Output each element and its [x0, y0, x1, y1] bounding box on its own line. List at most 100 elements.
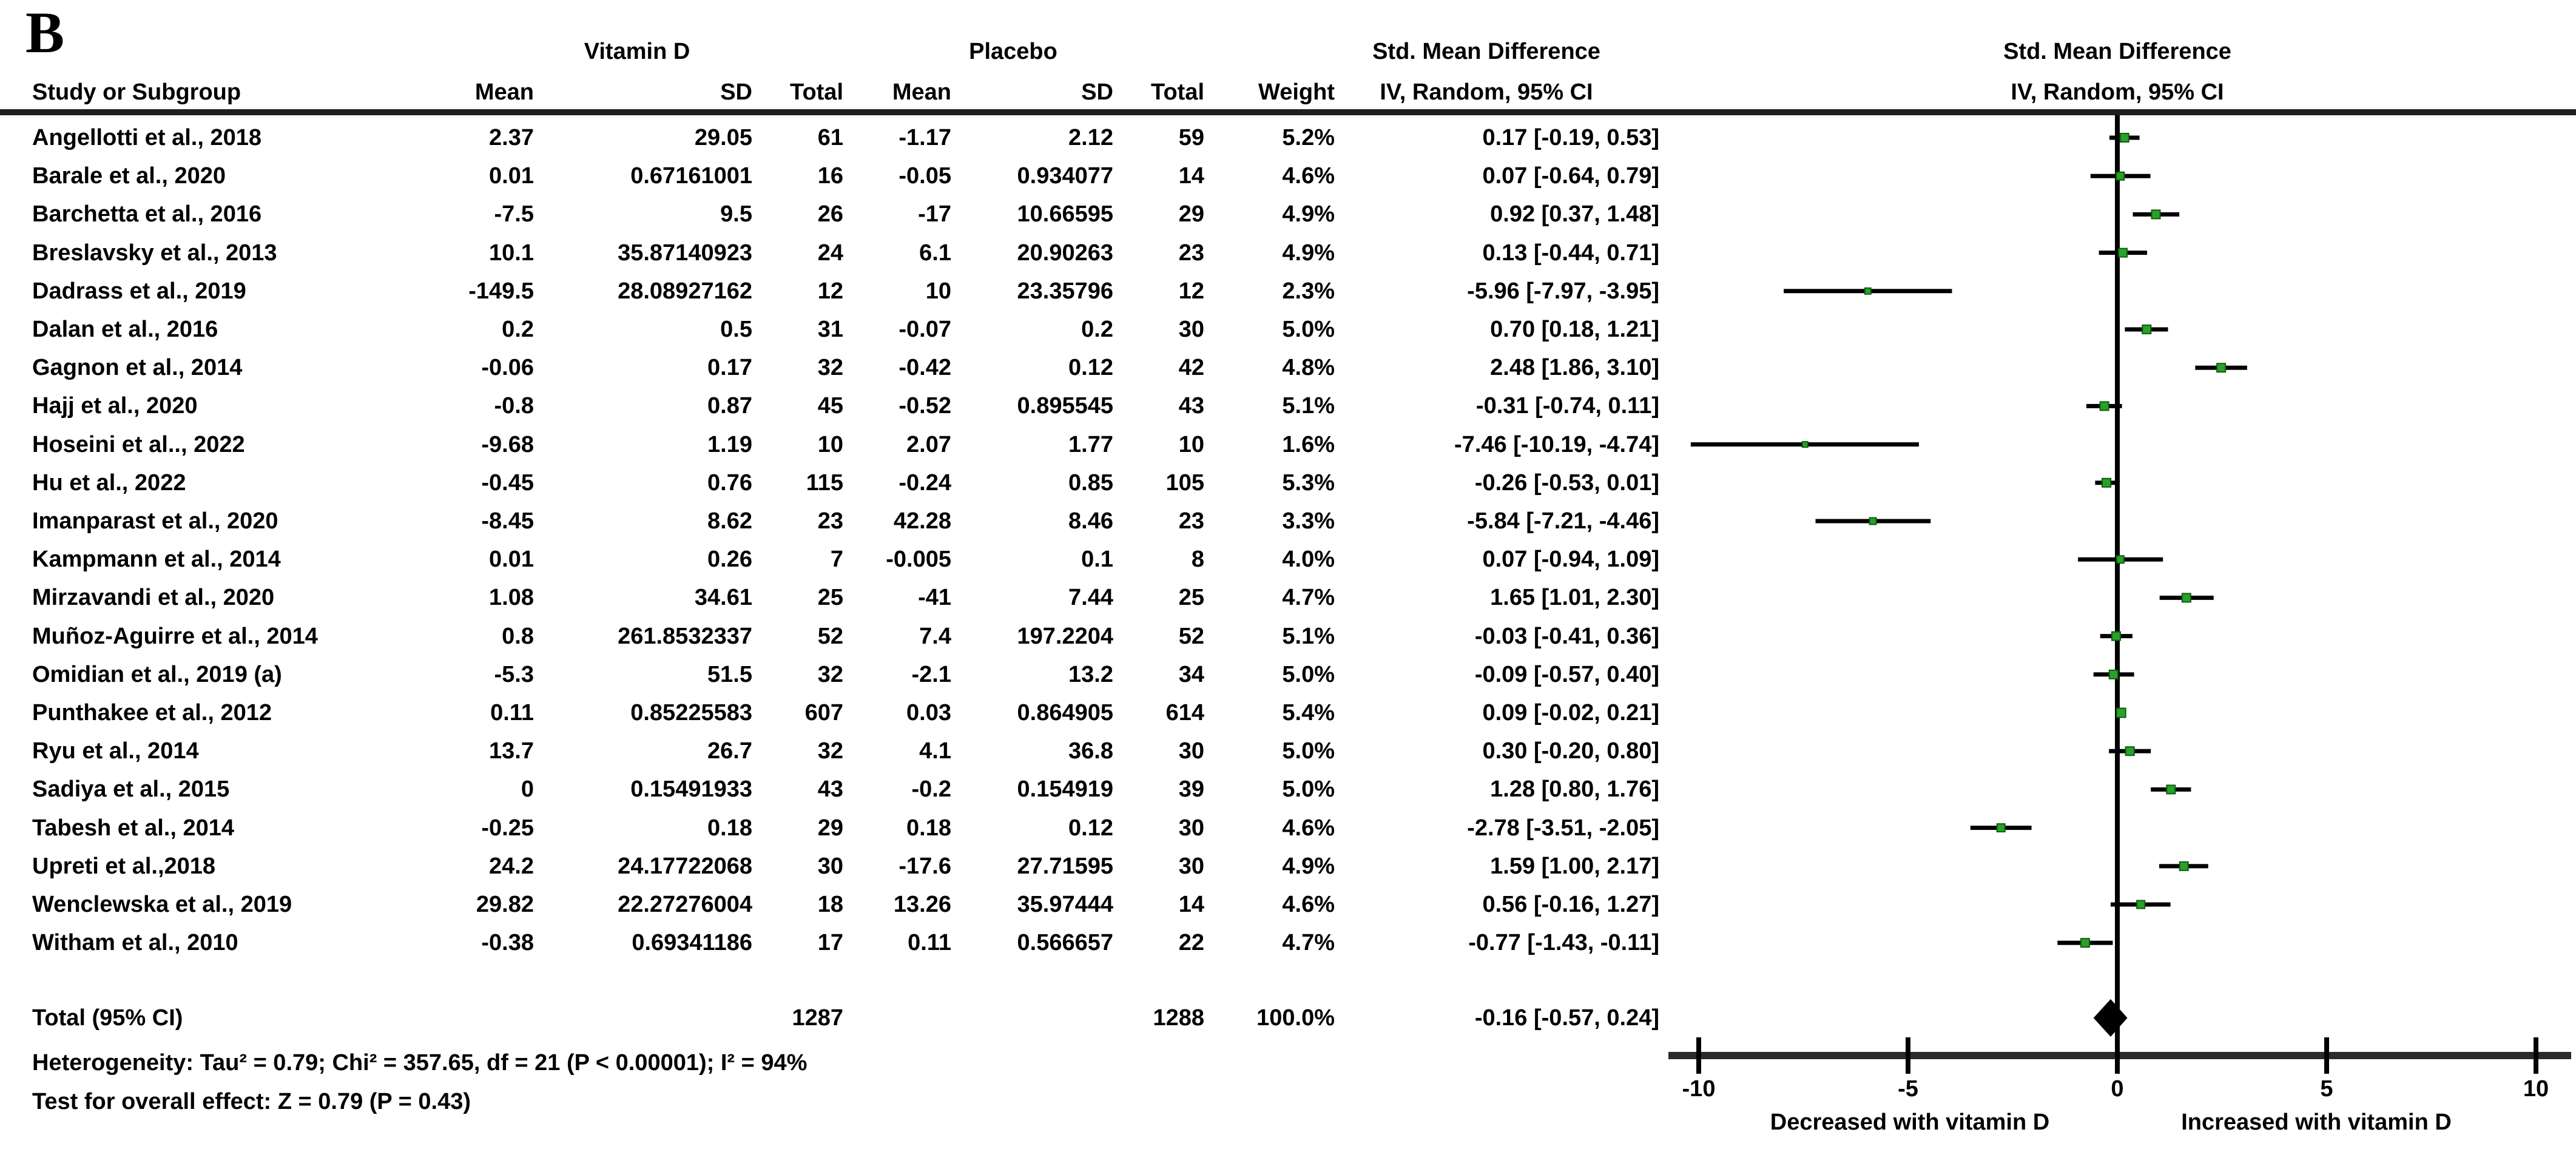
weight-cell: 5.3%: [1282, 470, 1335, 496]
axis-tick: [2115, 1037, 2120, 1074]
effect-square: [2119, 133, 2129, 143]
vd-sd-cell: 29.05: [694, 125, 752, 150]
pl-mean-cell: 6.1: [919, 240, 951, 266]
ci-text-cell: 0.70 [0.18, 1.21]: [1490, 317, 1659, 342]
weight-cell: 5.2%: [1282, 125, 1335, 150]
pl-total-cell: 30: [1178, 815, 1204, 841]
vd-mean-cell: 29.82: [476, 892, 534, 917]
vd-total-cell: 52: [817, 623, 843, 649]
group-header-smd-right: Std. Mean Difference: [2003, 39, 2231, 64]
pl-total-cell: 12: [1178, 278, 1204, 304]
study-name: Muñoz-Aguirre et al., 2014: [32, 623, 318, 649]
vd-sd-cell: 0.18: [707, 815, 752, 841]
vd-total-cell: 43: [817, 776, 843, 803]
pl-sd-cell: 0.934077: [1017, 163, 1114, 189]
pl-total-cell: 59: [1178, 125, 1204, 150]
vd-sd-cell: 0.17: [707, 355, 752, 381]
axis-tick-label: -10: [1682, 1076, 1716, 1102]
study-name: Kampmann et al., 2014: [32, 547, 281, 573]
vd-total-cell: 29: [817, 815, 843, 841]
pl-sd-cell: 10.66595: [1017, 201, 1114, 227]
vd-sd-cell: 0.76: [707, 470, 752, 496]
vd-mean-cell: 0.01: [489, 547, 534, 573]
vd-sd-cell: 0.26: [707, 547, 752, 573]
effect-square: [2151, 209, 2161, 220]
vd-total-cell: 115: [806, 470, 843, 496]
axis-label-decreased: Decreased with vitamin D: [1770, 1110, 2050, 1135]
effect-square: [1864, 287, 1872, 295]
study-name: Dalan et al., 2016: [32, 317, 218, 342]
weight-cell: 4.7%: [1282, 585, 1335, 611]
effect-square: [1801, 441, 1809, 448]
pl-total-cell: 14: [1178, 163, 1204, 189]
vd-mean-cell: -0.45: [481, 470, 534, 496]
vd-sd-cell: 24.17722068: [618, 853, 752, 879]
weight-cell: 5.0%: [1282, 776, 1335, 803]
pl-total-cell: 52: [1178, 623, 1204, 649]
effect-square: [2080, 938, 2090, 948]
vd-mean-cell: -0.38: [481, 930, 534, 956]
effect-square: [2136, 900, 2146, 909]
axis-label-increased: Increased with vitamin D: [2181, 1110, 2452, 1135]
pl-mean-cell: 2.07: [906, 431, 951, 457]
pl-mean-cell: -17: [918, 201, 951, 227]
pl-sd-cell: 7.44: [1068, 585, 1113, 611]
vd-mean-cell: 0.8: [502, 623, 534, 649]
weight-cell: 4.6%: [1282, 163, 1335, 189]
col-header-pl-sd: SD: [1081, 79, 1113, 105]
vd-mean-cell: 0.11: [490, 700, 534, 726]
group-header-smd-left: Std. Mean Difference: [1372, 39, 1600, 64]
vd-sd-cell: 0.15491933: [630, 776, 752, 803]
pl-total-cell: 14: [1178, 892, 1204, 917]
vd-total-cell: 16: [817, 163, 843, 189]
col-header-iv-left: IV, Random, 95% CI: [1380, 79, 1593, 105]
effect-square: [2116, 707, 2126, 718]
overall-effect-text: Test for overall effect: Z = 0.79 (P = 0…: [32, 1089, 471, 1114]
vd-mean-cell: -8.45: [481, 508, 534, 534]
vd-sd-cell: 51.5: [707, 661, 752, 687]
vd-sd-cell: 28.08927162: [618, 278, 752, 304]
effect-square: [2102, 477, 2112, 488]
panel-label: B: [25, 0, 65, 65]
vd-total-cell: 30: [817, 853, 843, 879]
pl-sd-cell: 0.1: [1081, 547, 1113, 573]
pl-mean-cell: 13.26: [893, 892, 951, 917]
pl-sd-cell: 0.12: [1068, 355, 1113, 381]
overall-diamond: [2093, 999, 2128, 1037]
vd-total-cell: 17: [817, 930, 843, 956]
pl-sd-cell: 8.46: [1068, 508, 1113, 534]
col-header-iv-right: IV, Random, 95% CI: [2011, 79, 2224, 105]
effect-square: [2111, 631, 2121, 641]
ci-text-cell: 1.65 [1.01, 2.30]: [1490, 585, 1659, 611]
vd-sd-cell: 9.5: [720, 201, 752, 227]
vd-mean-cell: 0.01: [489, 163, 534, 189]
ci-text-cell: 0.56 [-0.16, 1.27]: [1482, 892, 1659, 917]
study-name: Imanparast et al., 2020: [32, 508, 278, 534]
vd-mean-cell: -5.3: [494, 661, 534, 687]
ci-text-cell: 0.30 [-0.20, 0.80]: [1482, 738, 1659, 764]
pl-total-cell: 22: [1178, 930, 1204, 956]
vd-sd-cell: 1.19: [707, 431, 752, 457]
pl-total-cell: 42: [1178, 355, 1204, 381]
heterogeneity-text: Heterogeneity: Tau² = 0.79; Chi² = 357.6…: [32, 1050, 808, 1076]
pl-total-cell: 25: [1178, 585, 1204, 611]
axis-tick-label: 10: [2523, 1076, 2549, 1102]
ci-text-cell: -5.84 [-7.21, -4.46]: [1467, 508, 1659, 534]
vd-mean-cell: 2.37: [489, 125, 534, 150]
study-name: Hajj et al., 2020: [32, 393, 198, 419]
study-name: Wenclewska et al., 2019: [32, 892, 292, 917]
pl-sd-cell: 36.8: [1068, 738, 1113, 764]
weight-cell: 5.1%: [1282, 623, 1335, 649]
pl-total-cell: 34: [1178, 661, 1204, 687]
vd-mean-cell: -7.5: [494, 201, 534, 227]
vd-mean-cell: 1.08: [489, 585, 534, 611]
vd-sd-cell: 26.7: [707, 738, 752, 764]
vd-mean-cell: -9.68: [481, 431, 534, 457]
pl-sd-cell: 0.85: [1068, 470, 1113, 496]
effect-square: [2108, 669, 2119, 679]
vd-sd-cell: 0.5: [720, 317, 752, 342]
pl-sd-cell: 2.12: [1068, 125, 1113, 150]
pl-total-cell: 10: [1178, 431, 1204, 457]
vd-total-cell: 10: [817, 431, 843, 457]
